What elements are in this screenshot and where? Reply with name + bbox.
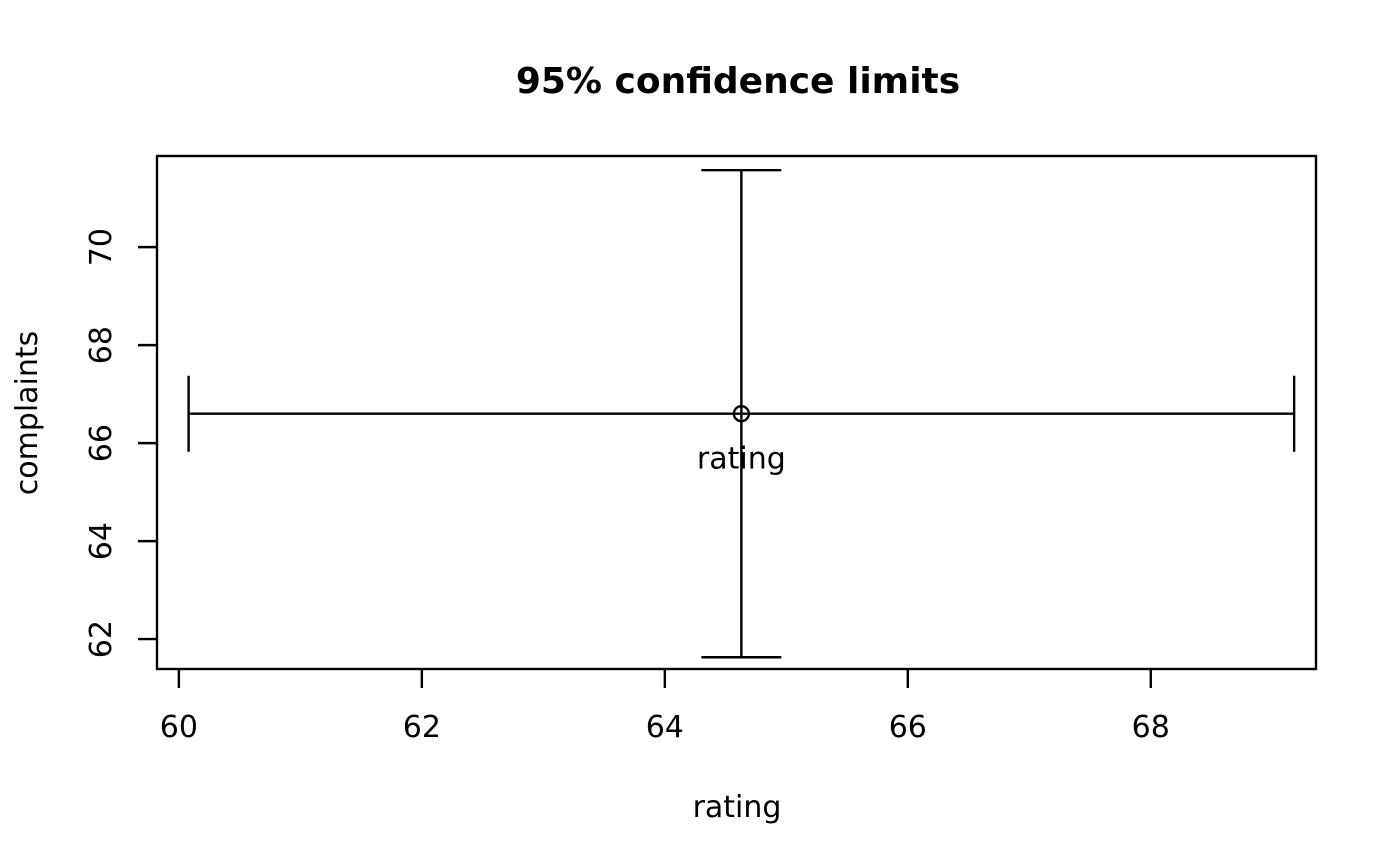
point-label: rating xyxy=(697,442,786,477)
x-tick-label: 62 xyxy=(403,710,441,745)
chart-title: 95% confidence limits xyxy=(516,61,960,102)
y-tick-label: 68 xyxy=(84,326,119,364)
y-tick-label: 62 xyxy=(84,620,119,658)
y-tick-label: 70 xyxy=(84,228,119,266)
plot-box xyxy=(155,154,1318,671)
x-tick-label: 64 xyxy=(646,710,684,745)
x-tick-label: 66 xyxy=(889,710,927,745)
y-tick-label: 64 xyxy=(84,522,119,560)
y-tick-label: 66 xyxy=(84,424,119,462)
mean-point-marker xyxy=(732,405,751,423)
x-tick-label: 60 xyxy=(160,710,198,745)
x-tick-label: 68 xyxy=(1132,710,1170,745)
x-axis-label: rating xyxy=(693,790,782,825)
chart-geometry: 60 62 64 66 68 62 64 66 68 70 xyxy=(84,154,1318,745)
y-axis-label: complaints xyxy=(10,331,45,496)
